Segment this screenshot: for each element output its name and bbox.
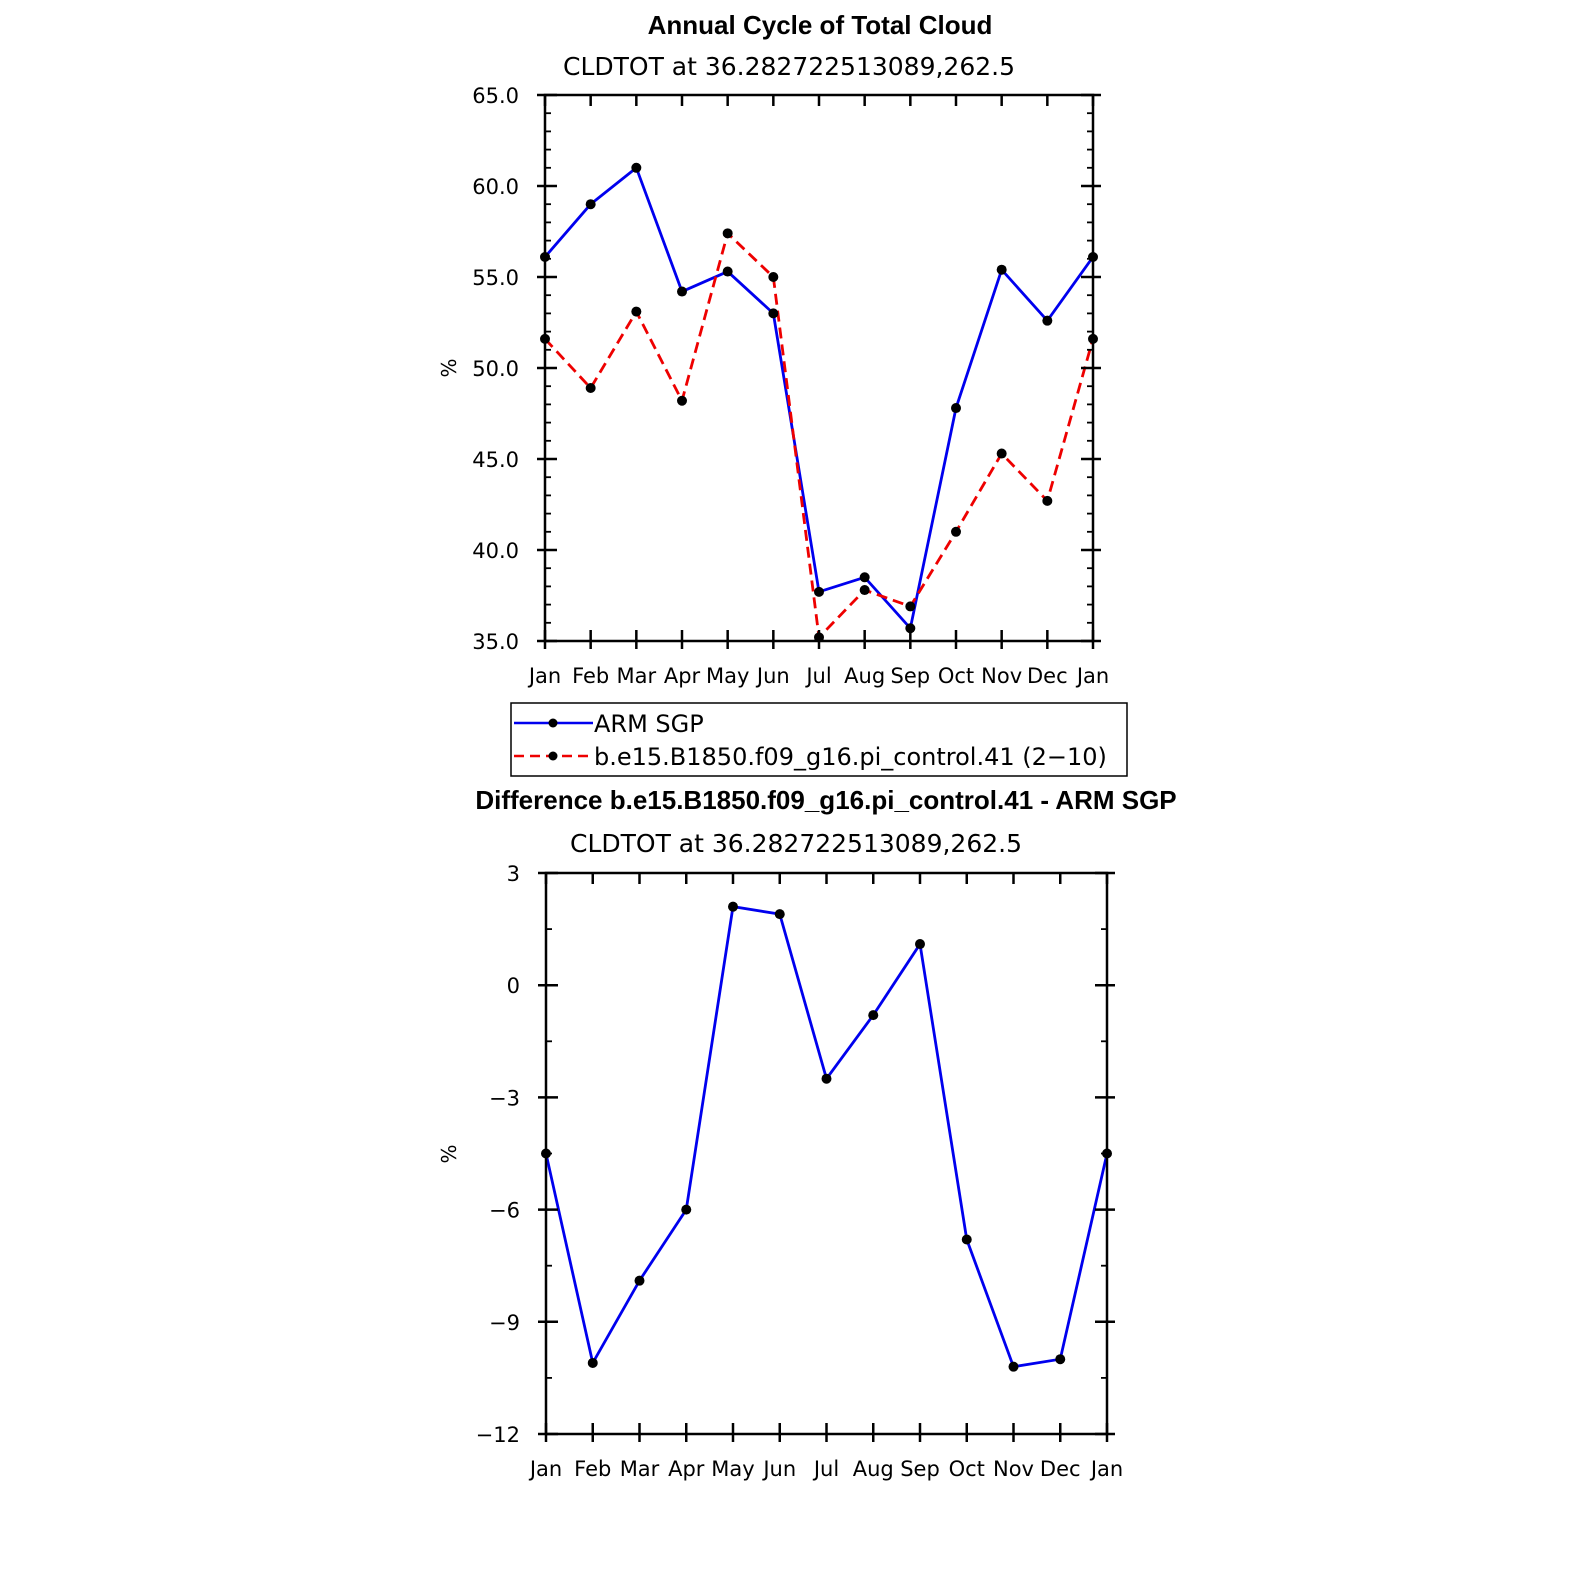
y-tick-label: −12 <box>476 1423 520 1447</box>
data-point <box>1042 495 1053 506</box>
data-point <box>905 601 916 612</box>
chart2-title: Difference b.e15.B1850.f09_g16.pi_contro… <box>475 785 1176 815</box>
chart1-y-axis-label: % <box>437 358 461 377</box>
x-tick-label: May <box>706 664 749 688</box>
data-point <box>951 526 961 537</box>
x-tick-label: Jan <box>528 1457 562 1481</box>
y-tick-label: −3 <box>489 1086 520 1110</box>
x-tick-label: Jan <box>1075 664 1109 688</box>
legend-entry-model: b.e15.B1850.f09_g16.pi_control.41 (2−10) <box>514 743 1107 771</box>
data-point <box>681 1204 692 1215</box>
data-point <box>1055 1354 1066 1365</box>
x-tick-label: Jul <box>804 664 831 688</box>
y-tick-label: 50.0 <box>472 357 519 381</box>
annual-cycle-chart: Annual Cycle of Total Cloud CLDTOT at 36… <box>437 10 1128 777</box>
data-point <box>774 909 785 920</box>
data-point <box>722 266 733 277</box>
x-tick-label: May <box>711 1457 754 1481</box>
data-point <box>768 272 779 282</box>
x-tick-label: Jun <box>761 1457 796 1481</box>
series-line-0 <box>544 905 1109 1369</box>
x-tick-label: Aug <box>853 1457 894 1481</box>
y-tick-label: −6 <box>489 1199 520 1223</box>
legend-entry-arm-sgp: ARM SGP <box>514 710 704 738</box>
x-tick-label: Oct <box>949 1457 985 1481</box>
y-tick-label: 0 <box>507 974 520 998</box>
data-point <box>961 1234 972 1245</box>
data-point <box>677 395 687 406</box>
data-point <box>996 448 1007 459</box>
data-point <box>905 623 916 634</box>
series-line-0 <box>543 165 1095 632</box>
chart1-plot-frame <box>543 93 1095 643</box>
legend-label-model: b.e15.B1850.f09_g16.pi_control.41 (2−10) <box>594 743 1107 771</box>
x-tick-label: Apr <box>664 664 701 688</box>
data-point <box>585 199 596 210</box>
data-point <box>996 264 1007 275</box>
x-tick-label: Nov <box>981 664 1022 688</box>
y-tick-label: −9 <box>489 1311 520 1335</box>
data-point <box>587 1357 598 1368</box>
x-tick-label: Dec <box>1027 664 1068 688</box>
chart2-y-axis-label: % <box>437 1144 461 1163</box>
x-tick-label: Sep <box>891 664 931 688</box>
legend-label-arm-sgp: ARM SGP <box>594 710 704 738</box>
legend-box <box>510 702 1128 777</box>
y-tick-label: 35.0 <box>472 630 519 654</box>
data-point <box>1008 1361 1019 1372</box>
y-tick-label: 60.0 <box>472 175 519 199</box>
data-point <box>859 572 870 583</box>
chart2-plot-frame <box>544 871 1109 1436</box>
data-point <box>634 1275 645 1286</box>
data-point <box>951 403 961 414</box>
data-point <box>868 1010 879 1021</box>
difference-chart: Difference b.e15.B1850.f09_g16.pi_contro… <box>437 785 1177 1481</box>
data-point <box>821 1073 832 1084</box>
y-tick-label: 45.0 <box>472 448 519 472</box>
x-tick-label: Feb <box>574 1457 611 1481</box>
data-point <box>915 939 925 950</box>
x-tick-label: Dec <box>1040 1457 1081 1481</box>
data-point <box>814 586 824 597</box>
data-point <box>631 306 642 317</box>
x-tick-label: Apr <box>668 1457 705 1481</box>
data-point <box>728 901 738 912</box>
x-tick-label: Nov <box>993 1457 1034 1481</box>
x-tick-label: Mar <box>620 1457 660 1481</box>
data-point <box>585 383 596 394</box>
x-tick-label: Jul <box>812 1457 839 1481</box>
y-tick-label: 55.0 <box>472 266 519 290</box>
x-tick-label: Jun <box>755 664 790 688</box>
y-tick-label: 3 <box>507 862 520 886</box>
chart1-title: Annual Cycle of Total Cloud <box>648 10 993 40</box>
x-tick-label: Jan <box>1089 1457 1123 1481</box>
x-tick-label: Oct <box>938 664 974 688</box>
x-tick-label: Aug <box>844 664 885 688</box>
series-line-1 <box>543 230 1095 641</box>
chart1-legend: ARM SGP b.e15.B1850.f09_g16.pi_control.4… <box>510 702 1128 777</box>
x-tick-label: Mar <box>617 664 657 688</box>
data-point <box>768 308 779 319</box>
x-tick-label: Jan <box>527 664 561 688</box>
data-point <box>859 585 870 596</box>
chart1-subtitle: CLDTOT at 36.282722513089,262.5 <box>563 52 1015 81</box>
data-point <box>631 162 642 173</box>
y-tick-label: 65.0 <box>472 84 519 108</box>
y-tick-label: 40.0 <box>472 539 519 563</box>
x-tick-label: Feb <box>572 664 609 688</box>
data-point <box>1042 315 1053 326</box>
chart2-subtitle: CLDTOT at 36.282722513089,262.5 <box>570 829 1022 858</box>
data-point <box>677 286 687 297</box>
x-tick-label: Sep <box>900 1457 940 1481</box>
data-point <box>722 228 733 239</box>
